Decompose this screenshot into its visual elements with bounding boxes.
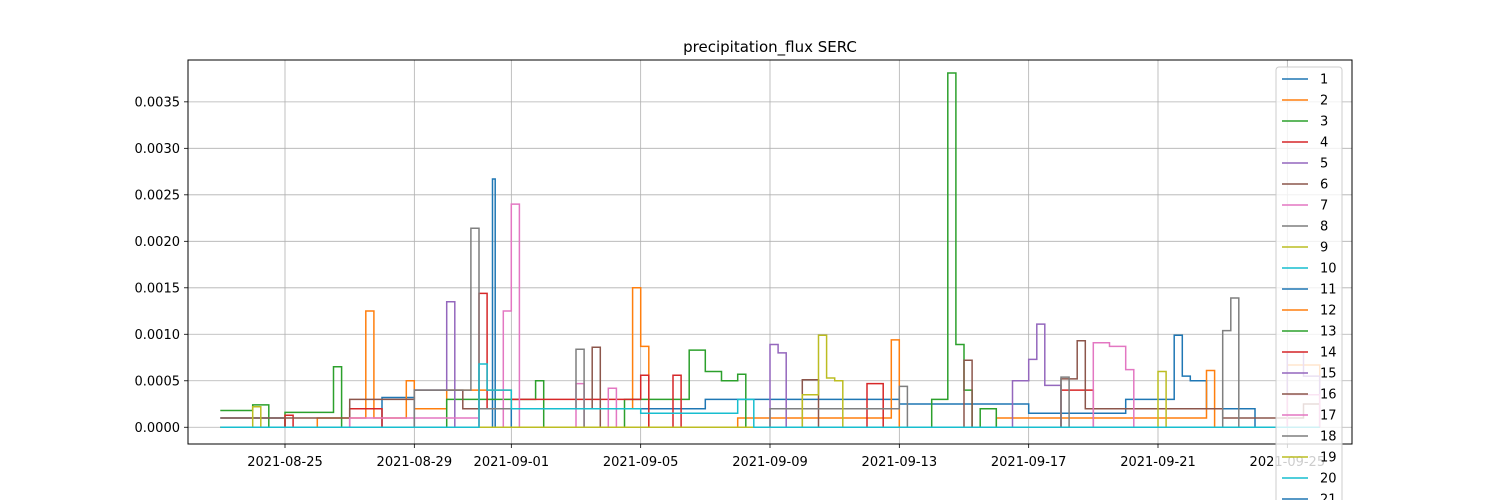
y-tick-label: 0.0035 xyxy=(135,95,181,110)
y-tick-label: 0.0020 xyxy=(135,235,181,250)
legend-label: 10 xyxy=(1320,262,1337,277)
legend-label: 20 xyxy=(1320,472,1337,487)
series-line-10 xyxy=(220,363,1320,429)
legend-label: 8 xyxy=(1320,220,1328,235)
legend-label: 15 xyxy=(1320,367,1337,382)
x-tick-label: 2021-09-13 xyxy=(862,455,938,470)
y-tick-label: 0.0000 xyxy=(135,421,181,436)
legend-label: 11 xyxy=(1320,283,1337,298)
chart-title: precipitation_flux SERC xyxy=(683,38,857,57)
x-tick-label: 2021-09-01 xyxy=(474,455,550,470)
legend-label: 5 xyxy=(1320,157,1328,172)
x-tick-label: 2021-08-25 xyxy=(247,455,323,470)
legend-label: 4 xyxy=(1320,136,1328,151)
legend-label: 19 xyxy=(1320,451,1337,466)
legend-label: 14 xyxy=(1320,346,1337,361)
y-tick-label: 0.0015 xyxy=(135,281,181,296)
axes: 2021-08-25 2021-08-29 2021-09-01 2021-09-05… xyxy=(135,95,1326,470)
y-tick-label: 0.0030 xyxy=(135,142,181,157)
x-tick-label: 2021-09-05 xyxy=(603,455,679,470)
series-line-8 xyxy=(220,227,1320,429)
legend-label: 1 xyxy=(1320,73,1328,88)
legend-label: 18 xyxy=(1320,430,1337,445)
legend-label: 12 xyxy=(1320,304,1337,319)
series-line-9 xyxy=(220,334,1320,429)
legend-label: 21 xyxy=(1320,493,1337,501)
legend-label: 17 xyxy=(1320,409,1337,424)
x-tick-label: 2021-08-29 xyxy=(377,455,453,470)
legend-label: 7 xyxy=(1320,199,1328,214)
y-tick-label: 0.0025 xyxy=(135,188,181,203)
legend-label: 6 xyxy=(1320,178,1328,193)
legend-label: 3 xyxy=(1320,115,1328,130)
y-tick-label: 0.0005 xyxy=(135,374,181,389)
y-tick-label: 0.0010 xyxy=(135,328,181,343)
x-tick-label: 2021-09-17 xyxy=(991,455,1067,470)
legend-box xyxy=(1275,66,1343,504)
x-tick-label: 2021-09-21 xyxy=(1120,455,1196,470)
legend-label: 2 xyxy=(1320,94,1328,109)
legend-label: 9 xyxy=(1320,241,1328,256)
legend-label: 16 xyxy=(1320,388,1337,403)
legend-label: 13 xyxy=(1320,325,1337,340)
x-tick-label: 2021-09-09 xyxy=(732,455,808,470)
